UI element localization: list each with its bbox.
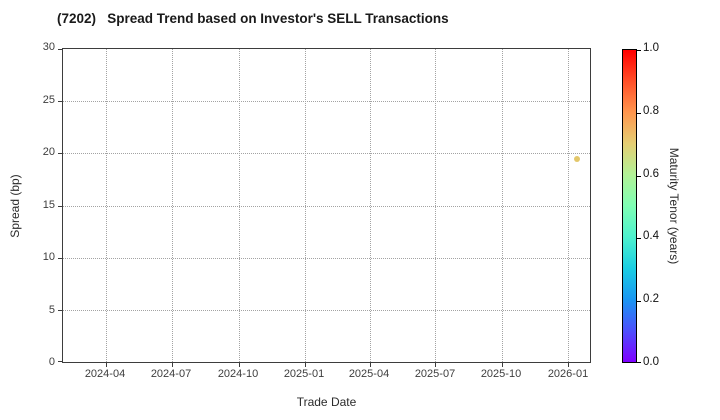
gridline-y-20: [63, 153, 590, 154]
gridline-y-25: [63, 101, 590, 102]
x-tick-mark: [305, 363, 306, 367]
colorbar-tick-mark: [637, 301, 641, 303]
colorbar-tick-mark: [637, 238, 641, 240]
plot-area: [58, 48, 591, 367]
gridline-x-2026-01: [568, 49, 569, 362]
y-tick-mark: [58, 258, 62, 259]
y-tick-mark: [58, 310, 62, 311]
y-tick-label: 30: [42, 41, 55, 53]
y-tick-label: 5: [48, 303, 55, 316]
chart-title: (7202) Spread Trend based on Investor's …: [57, 11, 449, 26]
gridline-y-15: [63, 206, 590, 207]
x-tick-label: 2026-01: [547, 368, 589, 380]
y-tick-mark: [58, 361, 62, 362]
x-tick-mark: [370, 363, 371, 367]
x-tick-label: 2025-10: [480, 368, 522, 380]
gridline-x-2024-07: [172, 49, 173, 362]
gridline-x-2025-01: [305, 49, 306, 362]
y-tick-mark: [58, 49, 62, 50]
colorbar-gradient: [622, 49, 641, 363]
x-tick-label: 2025-07: [414, 368, 456, 380]
gridline-x-2025-07: [435, 49, 436, 362]
x-tick-label: 2024-04: [84, 368, 126, 380]
x-tick-mark: [435, 363, 436, 367]
gridline-y-10: [63, 258, 590, 259]
colorbar-tick-label: 1.0: [643, 42, 659, 54]
y-tick-mark: [58, 206, 62, 207]
y-tick-mark: [58, 153, 62, 154]
colorbar-tick-mark: [637, 112, 641, 114]
colorbar-tick-mark: [637, 175, 641, 177]
colorbar-tick-label: 0.2: [643, 293, 659, 306]
x-tick-mark: [106, 363, 107, 367]
gridline-x-2025-04: [370, 49, 371, 362]
colorbar-tick-mark: [637, 50, 641, 51]
x-tick-mark: [502, 363, 503, 367]
x-tick-mark: [239, 363, 240, 367]
x-tick-label: 2024-10: [217, 368, 259, 380]
gridline-x-2024-10: [239, 49, 240, 362]
colorbar-axis-label: Maturity Tenor (years): [667, 147, 681, 265]
x-tick-label: 2025-01: [283, 368, 325, 380]
y-tick-label: 25: [42, 93, 55, 106]
gridline-x-2025-10: [502, 49, 503, 362]
gridline-x-2024-04: [106, 49, 107, 362]
colorbar-tick-label: 0.4: [643, 230, 659, 243]
scatter-point[interactable]: [574, 156, 580, 162]
x-tick-mark: [172, 363, 173, 367]
x-tick-mark: [568, 363, 569, 367]
x-tick-label: 2024-07: [150, 368, 192, 380]
y-tick-label: 15: [42, 198, 55, 211]
colorbar-tick-mark: [637, 362, 641, 363]
x-tick-label: 2025-04: [348, 368, 390, 380]
colorbar-tick-label: 0.6: [643, 167, 659, 180]
y-tick-mark: [58, 101, 62, 102]
y-tick-label: 20: [42, 146, 55, 158]
colorbar-tick-label: 0.0: [643, 356, 659, 368]
gridline-y-5: [63, 310, 590, 311]
colorbar-tick-label: 0.8: [643, 104, 659, 117]
y-tick-label: 10: [42, 251, 55, 263]
y-tick-label: 0: [48, 356, 55, 368]
x-axis-label: Trade Date: [296, 395, 357, 409]
y-axis-label: Spread (bp): [8, 174, 22, 238]
